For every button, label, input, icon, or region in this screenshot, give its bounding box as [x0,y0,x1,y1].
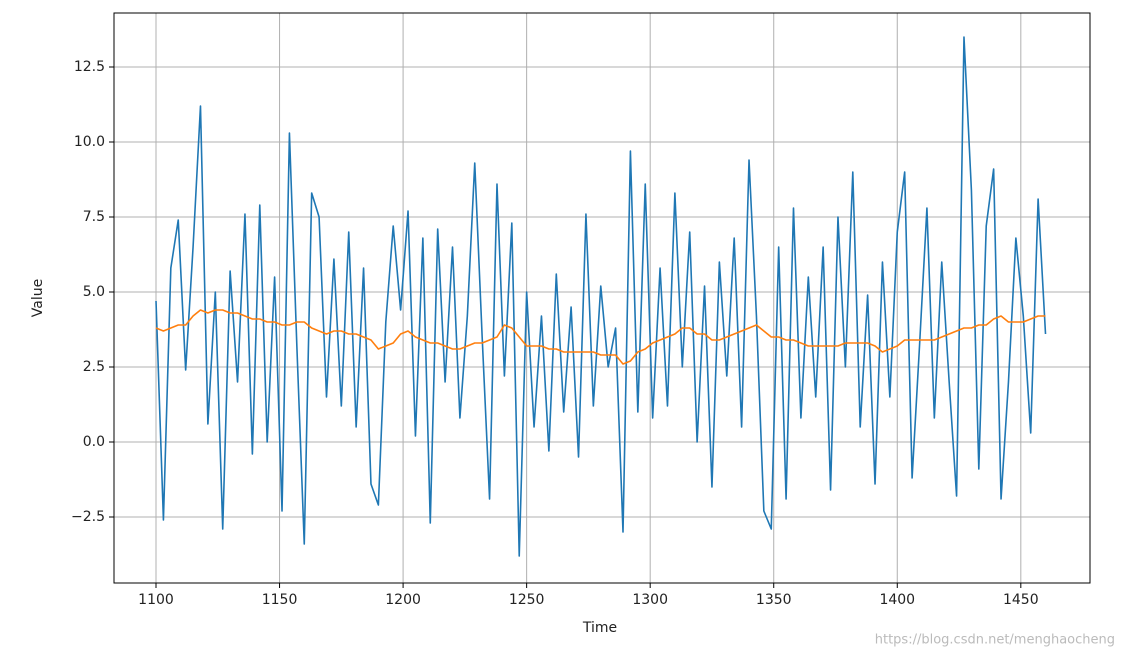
series-line [155,36,1047,557]
y-tick-label: 10.0 [74,134,105,150]
x-tick-label: 1400 [879,592,915,608]
plot-frame [113,12,1091,584]
y-tick-label: 7.5 [83,209,105,225]
y-tick-label: 0.0 [83,434,105,450]
y-tick-label: 12.5 [74,59,105,75]
y-tick-label: 2.5 [83,359,105,375]
x-tick-label: 1350 [756,592,792,608]
x-tick-label: 1450 [1003,592,1039,608]
series-line [155,309,1046,365]
x-tick-label: 1200 [385,592,421,608]
y-tick-label: 5.0 [83,284,105,300]
x-axis-label: Time [582,620,617,636]
x-tick-label: 1100 [138,592,174,608]
x-tick-label: 1150 [262,592,298,608]
watermark: https://blog.csdn.net/menghaocheng [875,633,1115,648]
y-axis-label: Value [30,279,46,317]
x-tick-label: 1250 [509,592,545,608]
y-tick-label: −2.5 [71,509,105,525]
x-tick-label: 1300 [632,592,668,608]
